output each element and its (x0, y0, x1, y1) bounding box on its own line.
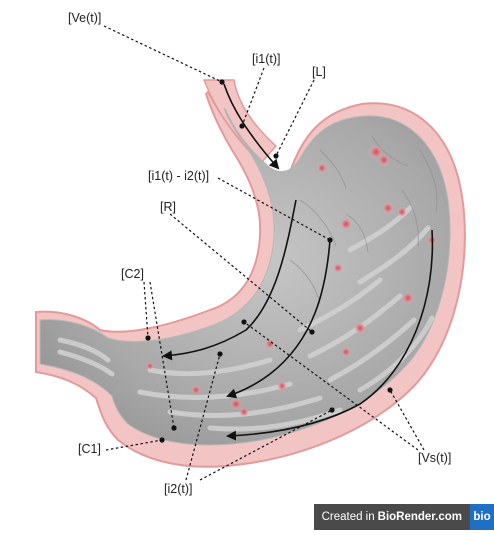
label-i1: [i1(t)] (252, 52, 280, 66)
middle-flow-arrow (226, 239, 331, 399)
leader-C1 (105, 439, 163, 451)
flow-arrows (162, 83, 434, 441)
leader-vs-a (243, 321, 419, 451)
label-C1: [C1] (78, 442, 101, 456)
badge-text: Created in BioRender.com (313, 504, 470, 530)
label-R: [R] (160, 200, 176, 214)
esophagus-wall (202, 79, 278, 164)
leader-C2-a (143, 281, 149, 339)
label-i1-minus-i2: [i1(t) - i2(t)] (148, 169, 209, 183)
label-C2: [C2] (121, 267, 144, 281)
label-i2: [i2(t)] (164, 482, 192, 496)
biorender-badge[interactable]: Created in BioRender.com bio (313, 504, 494, 530)
leader-i2-a (185, 353, 221, 481)
mucosa-spots (146, 145, 437, 417)
leader-lines (103, 25, 425, 481)
badge-prefix: Created in (321, 511, 375, 523)
upper-flow-arrow (162, 199, 297, 361)
stomach-lumen (39, 107, 451, 446)
badge-brand: BioRender.com (377, 511, 462, 523)
label-ve: [Ve(t)] (68, 11, 101, 25)
label-L: [L] (312, 65, 326, 79)
leader-i1-i2 (217, 177, 331, 241)
biorender-logo-icon: bio (470, 504, 494, 530)
leader-ve (103, 25, 223, 83)
leader-i1 (241, 67, 265, 127)
leader-R (169, 213, 313, 333)
label-vs: [Vs(t)] (418, 451, 451, 465)
leader-L (275, 79, 315, 157)
lower-flow-arrow (226, 229, 434, 441)
inflow-arrow (223, 83, 280, 170)
leader-vs-b (389, 389, 425, 451)
terminal-dots (145, 79, 393, 443)
